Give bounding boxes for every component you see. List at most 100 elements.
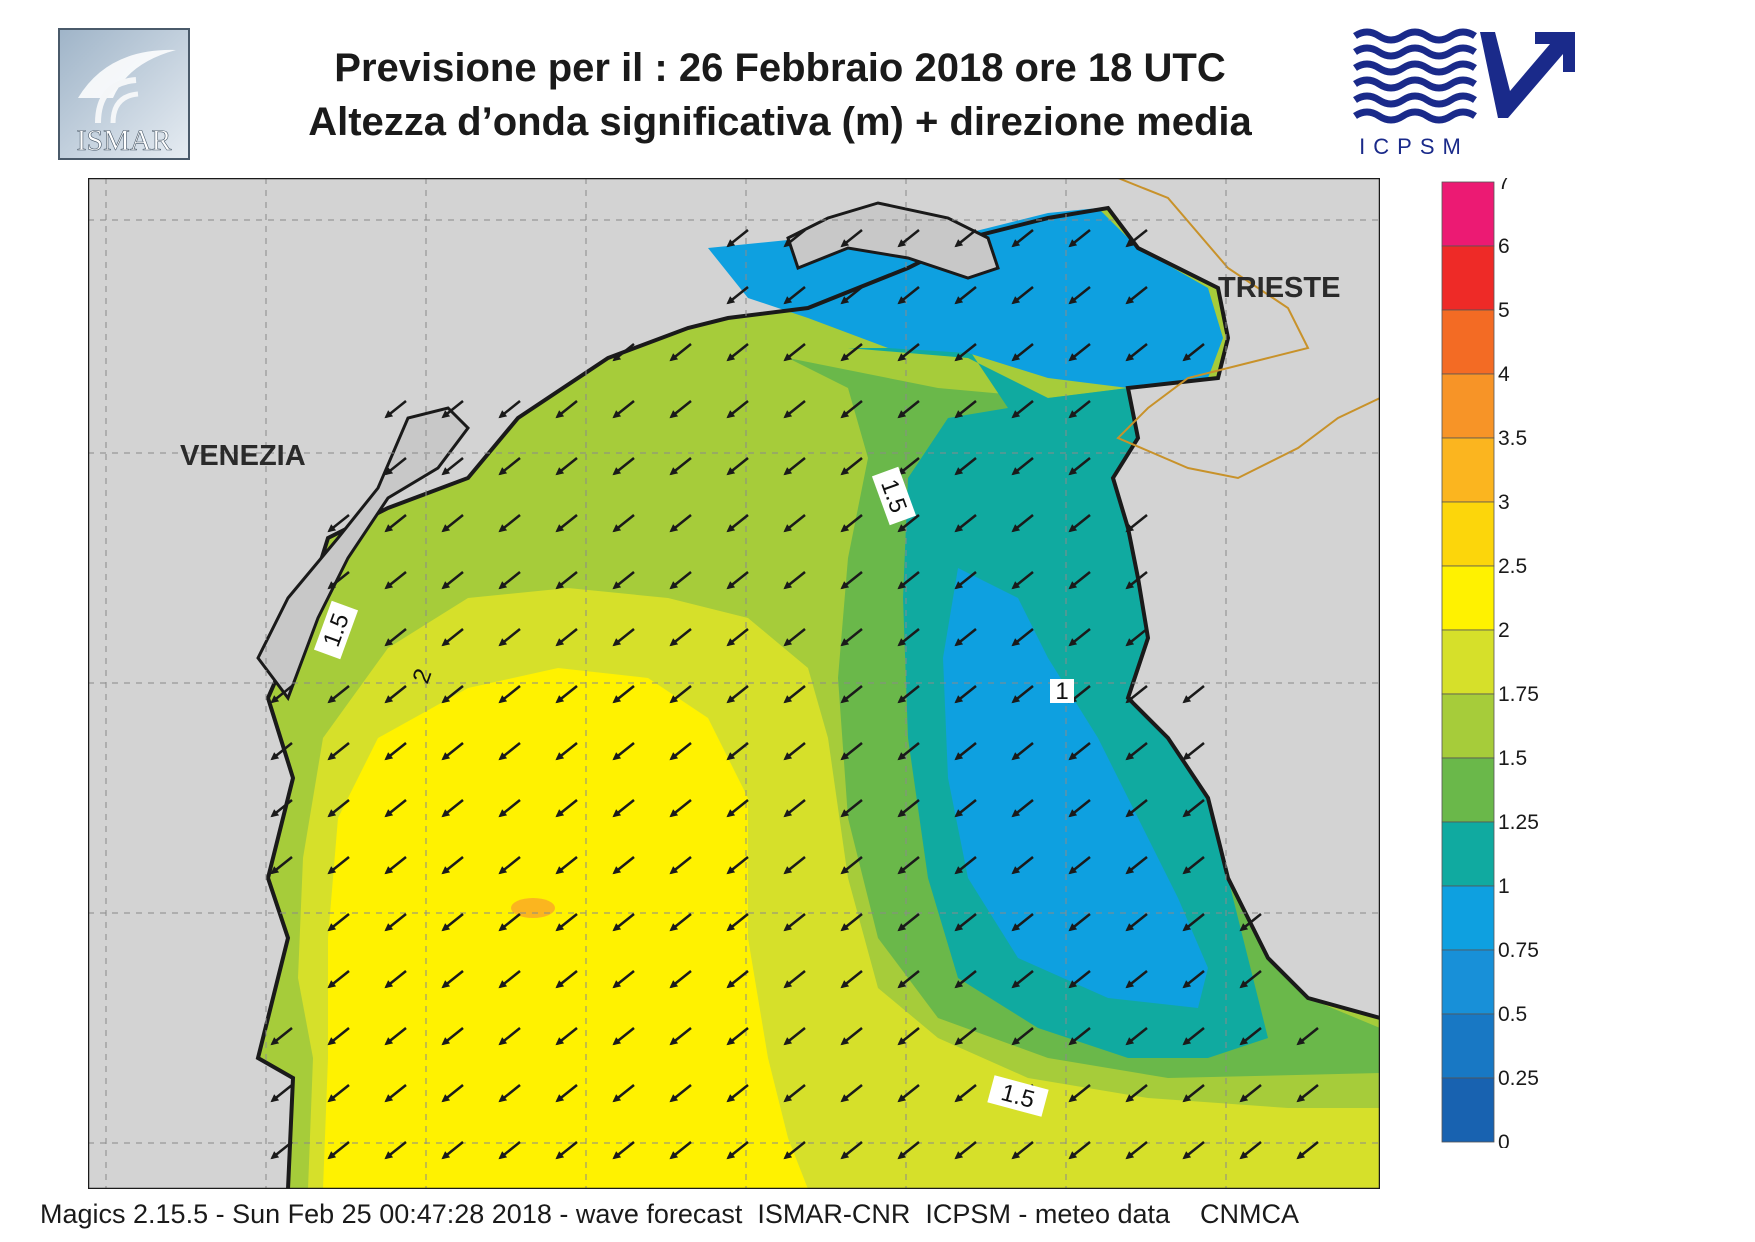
direction-arrow: [840, 970, 863, 989]
colorbar-label: 4: [1498, 363, 1510, 386]
direction-arrow: [1182, 970, 1205, 989]
colorbar-swatch: [1441, 949, 1495, 1015]
direction-arrow: [612, 1141, 635, 1160]
direction-arrow: [1125, 1084, 1148, 1103]
direction-arrow: [612, 970, 635, 989]
colorbar-label: 0.75: [1498, 939, 1539, 962]
direction-arrow: [897, 628, 920, 647]
direction-arrow: [1125, 343, 1148, 362]
direction-arrow: [726, 685, 749, 704]
direction-arrow: [783, 799, 806, 818]
direction-arrow: [783, 343, 806, 362]
colorbar-swatch: [1441, 565, 1495, 631]
direction-arrow: [441, 799, 464, 818]
colorbar-label: 6: [1498, 235, 1510, 258]
direction-arrow: [555, 1084, 578, 1103]
direction-arrow: [1011, 1027, 1034, 1046]
footer-credits: Magics 2.15.5 - Sun Feb 25 00:47:28 2018…: [40, 1199, 1300, 1229]
direction-arrow: [954, 970, 977, 989]
direction-arrow: [726, 913, 749, 932]
colorbar-label: 5: [1498, 299, 1510, 322]
direction-arrow: [1011, 514, 1034, 533]
direction-arrow: [1182, 856, 1205, 875]
direction-arrow: [897, 457, 920, 476]
direction-arrow: [840, 628, 863, 647]
ismar-logo: ISMAR: [58, 28, 190, 160]
direction-arrow: [498, 457, 521, 476]
direction-arrow: [840, 1141, 863, 1160]
direction-arrow: [726, 400, 749, 419]
direction-arrow: [954, 799, 977, 818]
colorbar-label: 7: [1498, 178, 1510, 194]
direction-arrow: [897, 514, 920, 533]
direction-arrow: [612, 343, 635, 362]
direction-arrows: [270, 229, 1319, 1160]
direction-arrow: [726, 628, 749, 647]
direction-arrow: [441, 1027, 464, 1046]
direction-arrow: [1068, 913, 1091, 932]
direction-arrow: [612, 571, 635, 590]
direction-arrow: [783, 913, 806, 932]
colorbar-label: 0.25: [1498, 1067, 1539, 1090]
direction-arrow: [270, 685, 293, 704]
direction-arrow: [555, 913, 578, 932]
direction-arrow: [555, 400, 578, 419]
direction-arrow: [1068, 571, 1091, 590]
direction-arrow: [327, 514, 350, 533]
direction-arrow: [270, 742, 293, 761]
direction-arrow: [726, 856, 749, 875]
svg-text:ICPSM: ICPSM: [1359, 134, 1469, 159]
colorbar-swatch: [1441, 437, 1495, 503]
direction-arrow: [1011, 856, 1034, 875]
direction-arrow: [384, 1084, 407, 1103]
direction-arrow: [954, 514, 977, 533]
direction-arrow: [840, 286, 863, 305]
direction-arrow: [840, 457, 863, 476]
direction-arrow: [897, 571, 920, 590]
direction-arrow: [840, 799, 863, 818]
direction-arrow: [897, 856, 920, 875]
direction-arrow: [897, 286, 920, 305]
colorbar-label: 3.5: [1498, 427, 1527, 450]
direction-arrow: [1068, 856, 1091, 875]
direction-arrow: [954, 1084, 977, 1103]
direction-arrow: [498, 742, 521, 761]
colorbar-swatch: [1441, 181, 1495, 247]
direction-arrow: [840, 514, 863, 533]
direction-arrow: [327, 856, 350, 875]
direction-arrow: [498, 1084, 521, 1103]
direction-arrow: [1068, 628, 1091, 647]
direction-arrow: [954, 571, 977, 590]
direction-arrow: [498, 685, 521, 704]
direction-arrow: [1125, 799, 1148, 818]
direction-arrow: [669, 400, 692, 419]
direction-arrow: [669, 571, 692, 590]
direction-arrow: [840, 1084, 863, 1103]
direction-arrow: [840, 685, 863, 704]
direction-arrow: [897, 970, 920, 989]
direction-arrow: [555, 1027, 578, 1046]
city-label-trieste: TRIESTE: [1218, 272, 1340, 304]
direction-arrow: [384, 856, 407, 875]
direction-arrow: [384, 1141, 407, 1160]
direction-arrow: [783, 1027, 806, 1046]
direction-arrow: [384, 913, 407, 932]
direction-arrow: [441, 913, 464, 932]
direction-arrow: [1125, 286, 1148, 305]
direction-arrow: [897, 343, 920, 362]
direction-arrow: [1011, 400, 1034, 419]
direction-arrow: [384, 1027, 407, 1046]
direction-arrow: [783, 742, 806, 761]
direction-arrow: [555, 514, 578, 533]
direction-arrow: [726, 1027, 749, 1046]
direction-arrow: [954, 343, 977, 362]
svg-text:1: 1: [1055, 678, 1068, 705]
direction-arrow: [1011, 685, 1034, 704]
direction-arrow: [384, 400, 407, 419]
direction-arrow: [498, 400, 521, 419]
direction-arrow: [669, 970, 692, 989]
direction-arrow: [840, 856, 863, 875]
direction-arrow: [555, 628, 578, 647]
direction-arrow: [1182, 685, 1205, 704]
map-frame: [88, 178, 1380, 1189]
